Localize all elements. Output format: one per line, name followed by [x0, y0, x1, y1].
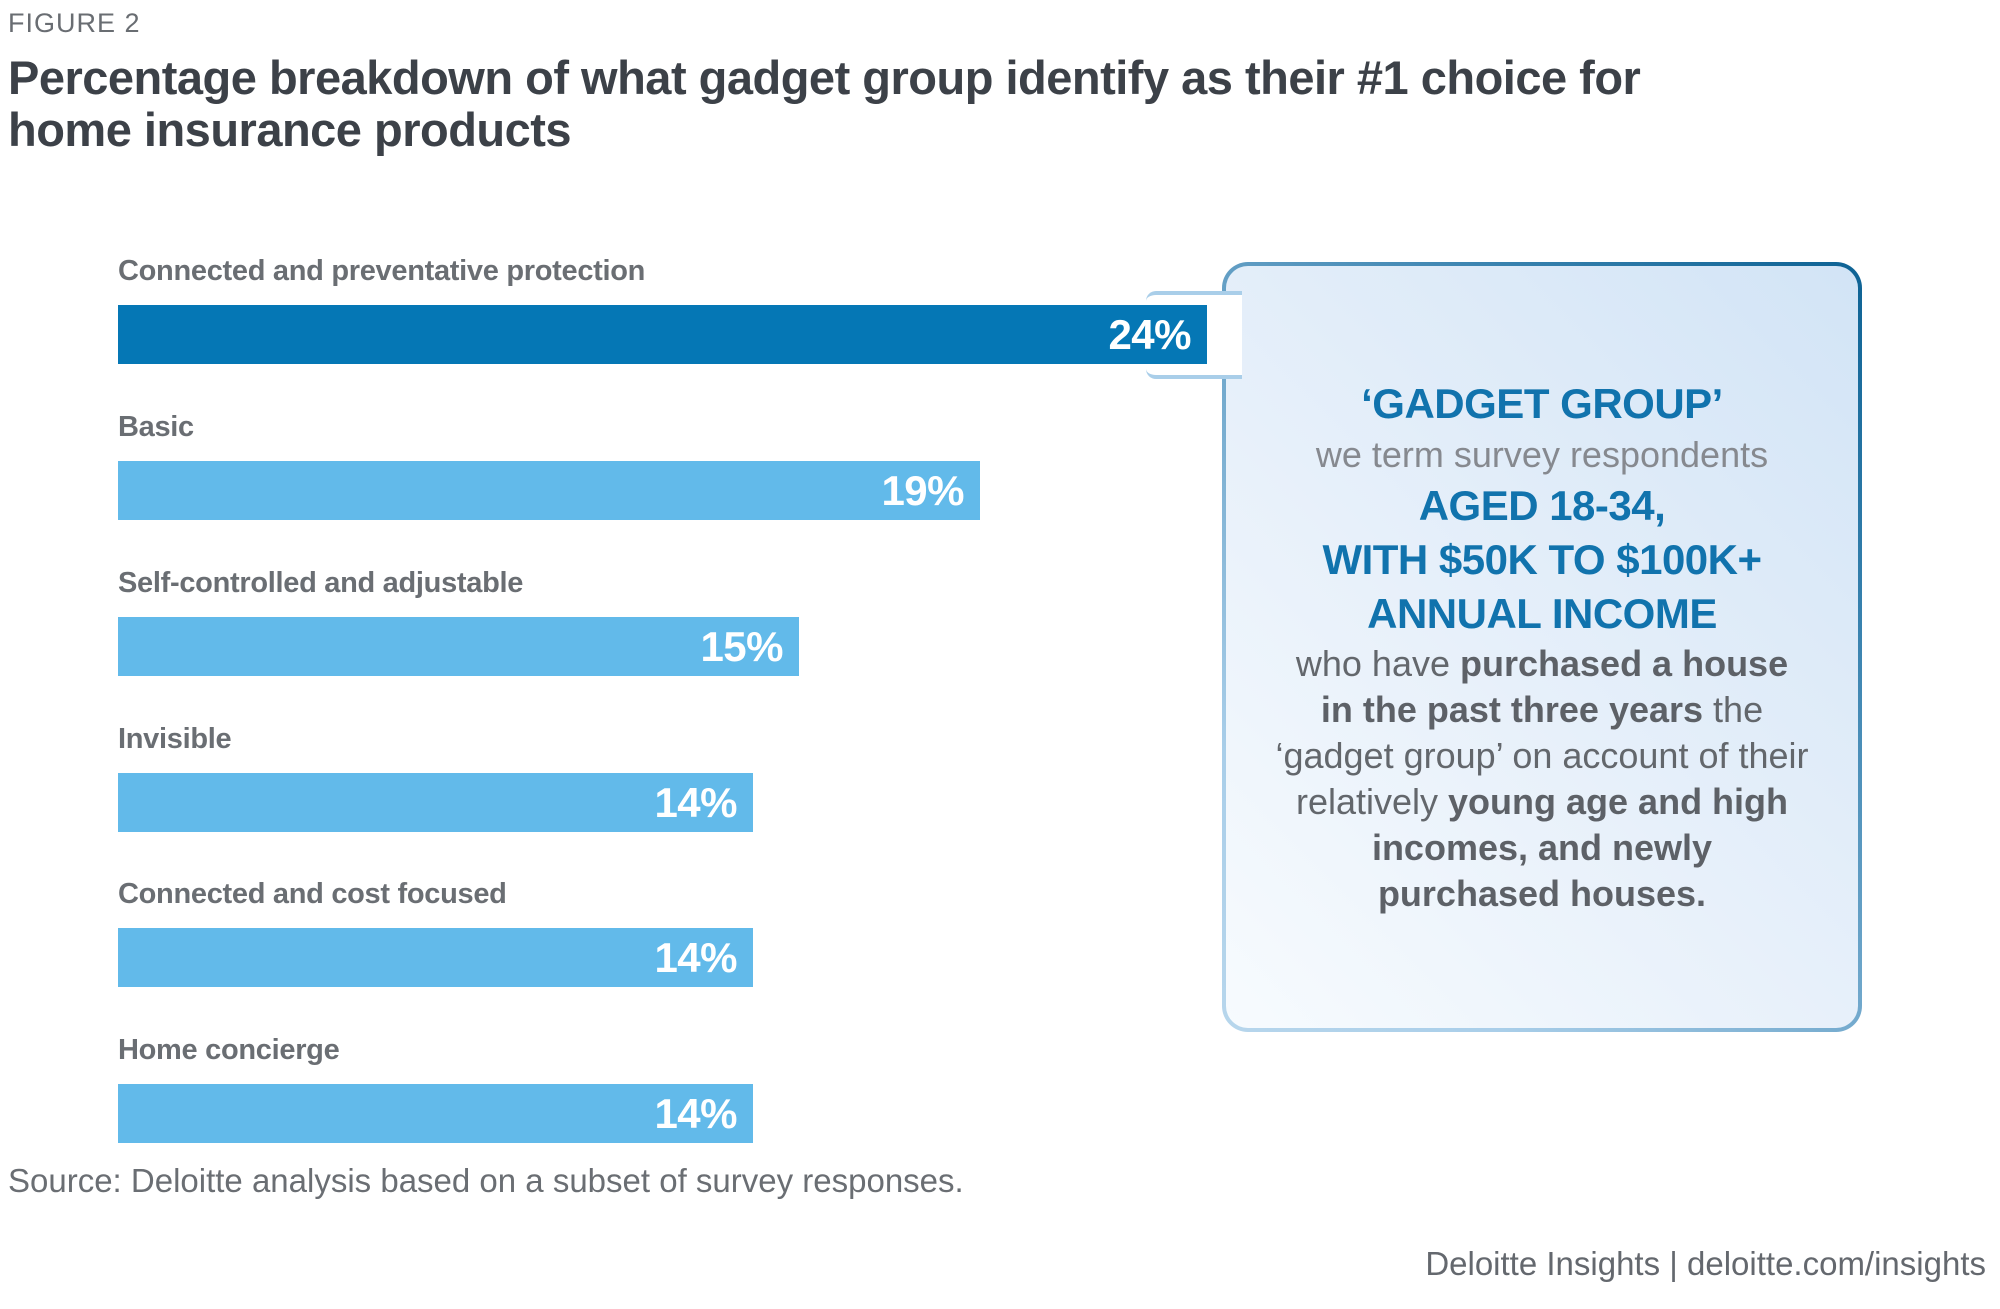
callout-line: who have purchased a house	[1250, 641, 1834, 687]
callout-box: ‘GADGET GROUP’ we term survey respondents…	[1222, 262, 1862, 1032]
bar: 19%	[118, 461, 980, 520]
callout-text-segment: ‘GADGET GROUP’	[1361, 380, 1723, 427]
source-note: Source: Deloitte analysis based on a sub…	[8, 1162, 964, 1199]
callout-text-segment: WITH $50K TO $100K+	[1322, 536, 1762, 583]
callout-text-segment: who have	[1295, 643, 1460, 684]
figure-title-line-1: Percentage breakdown of what gadget grou…	[8, 51, 1641, 104]
callout-line: relatively young age and high	[1250, 779, 1834, 825]
callout-text-segment: incomes, and newly	[1371, 827, 1713, 868]
callout-line: purchased houses.	[1250, 871, 1834, 917]
figure-label: FIGURE 2	[8, 8, 141, 38]
callout-line: in the past three years the	[1250, 687, 1834, 733]
callout-text-segment: ANNUAL INCOME	[1367, 590, 1717, 637]
bar-label: Self-controlled and adjustable	[118, 567, 524, 599]
callout-text-segment: relatively	[1295, 781, 1449, 822]
callout-content: ‘GADGET GROUP’ we term survey respondents…	[1226, 266, 1858, 1028]
bar-label: Connected and preventative protection	[118, 255, 646, 287]
callout-text-segment: purchased a house	[1460, 643, 1789, 684]
footer-brand: Deloitte Insights | deloitte.com/insight…	[1425, 1245, 1986, 1282]
bar-label: Home concierge	[118, 1034, 340, 1066]
callout-text-segment: we term survey respondents	[1315, 434, 1769, 475]
callout-line: ANNUAL INCOME	[1250, 587, 1834, 641]
bar-value-label: 24%	[1108, 311, 1191, 358]
callout-text-segment: young age and high	[1448, 781, 1789, 822]
bar: 14%	[118, 1084, 753, 1143]
callout-line: WITH $50K TO $100K+	[1250, 533, 1834, 587]
callout-line: ‘gadget group’ on account of their	[1250, 733, 1834, 779]
bar-label: Basic	[118, 411, 194, 443]
callout-line: AGED 18-34,	[1250, 479, 1834, 533]
bar-value-label: 14%	[654, 779, 737, 826]
callout-text-segment: in the past three years	[1320, 689, 1704, 730]
bar-label: Connected and cost focused	[118, 878, 507, 910]
bar-value-label: 14%	[654, 934, 737, 981]
bar: 14%	[118, 928, 753, 987]
figure-title-line-2: home insurance products	[8, 103, 572, 156]
callout-text-segment: AGED 18-34,	[1418, 482, 1666, 529]
bar-value-label: 19%	[881, 467, 964, 514]
bar-label: Invisible	[118, 723, 232, 755]
bar-value-label: 15%	[700, 623, 783, 670]
bar: 14%	[118, 773, 753, 832]
bar: 24%	[118, 305, 1207, 364]
callout-text-segment: purchased houses.	[1377, 873, 1707, 914]
callout-line: ‘GADGET GROUP’	[1250, 377, 1834, 431]
callout-text-segment: ‘gadget group’ on account of their	[1275, 735, 1809, 776]
callout-line: we term survey respondents	[1250, 431, 1834, 479]
callout-line: incomes, and newly	[1250, 825, 1834, 871]
bar-value-label: 14%	[654, 1090, 737, 1137]
callout-text-segment: the	[1703, 689, 1764, 730]
bar: 15%	[118, 617, 799, 676]
